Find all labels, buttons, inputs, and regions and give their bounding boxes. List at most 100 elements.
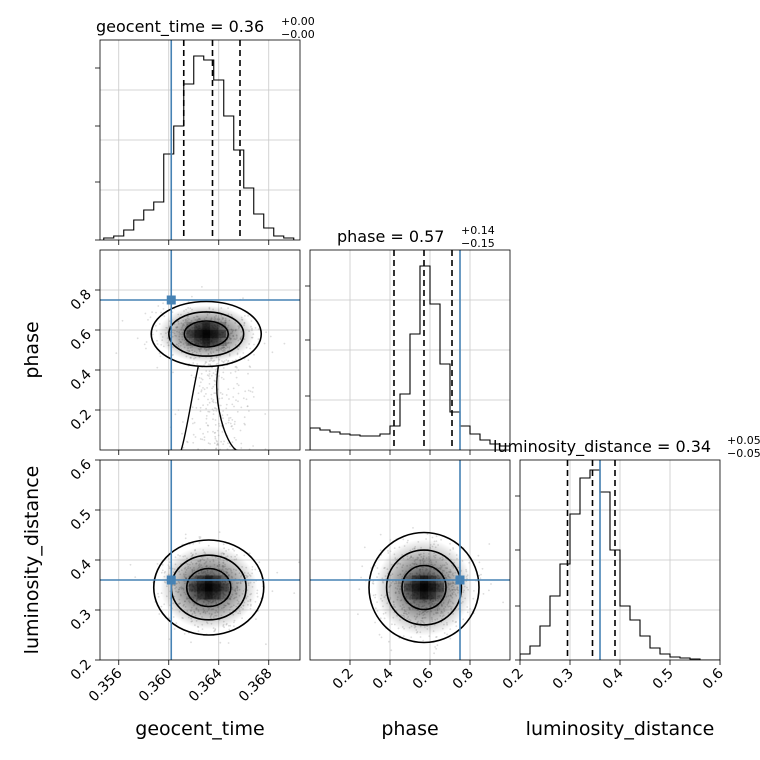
distance-phase-sample (482, 593, 485, 595)
phase-geocent-sample (237, 400, 239, 403)
phase-geocent-sample (232, 387, 235, 390)
phase-geocent-sample (177, 409, 180, 411)
xlabel-phase: phase (381, 718, 438, 740)
distance-geocent-sample (248, 552, 251, 555)
phase-geocent-sample (215, 457, 217, 459)
phase-geocent-sample (151, 333, 154, 336)
phase-geocent-sample (236, 410, 239, 413)
distance-phase-sample (371, 582, 374, 585)
distance-geocent-sample (197, 630, 200, 632)
phase-xtick-label-3: 0.8 (450, 666, 477, 693)
phase-geocent-sample (213, 450, 215, 452)
phase-geocent-sample (209, 363, 212, 366)
phase-geocent-contour-0 (183, 320, 230, 348)
phase-geocent-sample (197, 398, 200, 401)
phase-geocent-sample (162, 308, 165, 310)
phase-geocent-sample (232, 396, 235, 398)
phase-geocent-sample (207, 424, 210, 427)
phase-geocent-sample (205, 415, 208, 417)
title-geocent-time-sup: +0.00 (281, 15, 315, 28)
distance-phase-sample (374, 607, 377, 610)
distance-phase-sample (455, 625, 458, 628)
distance-phase-core-cell (436, 583, 444, 592)
phase-geocent-contour-1 (168, 311, 245, 357)
distance-geocent-sample (232, 548, 234, 550)
distance-phase-sample (358, 588, 361, 591)
distance-geocent-sample (157, 592, 159, 595)
phase-geocent-sample (222, 457, 224, 459)
distance-phase-sample (449, 628, 452, 630)
phase-geocent-sample (203, 388, 206, 391)
distance-phase-core-cell (412, 583, 420, 592)
phase-geocent-sample (253, 353, 255, 356)
phase-geocent-sample (211, 408, 214, 411)
distance-geocent-sample (161, 569, 164, 572)
phase-geocent-sample (182, 421, 184, 423)
title-phase-sub: −0.15 (461, 237, 495, 250)
phase-geocent-sample (192, 362, 195, 364)
distance-ytick-label-3: 0.5 (68, 507, 95, 534)
phase-geocent-sample (248, 365, 251, 368)
distance-geocent-sample (293, 592, 296, 594)
phase-xtick-label-1: 0.4 (370, 665, 397, 692)
phase-geocent-sample (236, 366, 238, 369)
phase-geocent-sample (211, 387, 214, 390)
distance-phase-sample (372, 580, 375, 583)
phase-geocent-sample (206, 374, 209, 377)
distance-phase-sample (363, 546, 366, 549)
phase-geocent-sample (201, 286, 203, 288)
distance-phase-sample (435, 636, 437, 638)
distance-phase-sample (502, 601, 504, 604)
distance-xtick-label-1: 0.3 (550, 666, 577, 693)
phase-geocent-sample (239, 429, 242, 432)
phase-geocent-sample (226, 361, 229, 364)
phase-geocent-sample (205, 370, 208, 372)
distance-phase-sample (419, 636, 422, 638)
distance-geocent-core-cell (212, 591, 221, 600)
phase-geocent-sample (214, 383, 216, 386)
phase-geocent-sample (207, 398, 209, 401)
phase-geocent-sample (243, 422, 246, 425)
phase-xtick-label-0: 0.2 (330, 666, 357, 693)
distance-geocent-sample (213, 630, 216, 632)
phase-geocent-sample (246, 405, 249, 407)
distance-geocent-core-cell (196, 591, 205, 600)
phase-geocent-sample (214, 419, 217, 421)
phase-geocent-sample (221, 393, 224, 395)
distance-phase-sample (412, 527, 414, 529)
phase-geocent-sample (208, 373, 211, 375)
phase-geocent-sample (216, 362, 219, 365)
distance-phase-sample (449, 637, 452, 640)
distance-phase-sample (402, 538, 405, 541)
phase-geocent-sample (214, 424, 217, 426)
phase-geocent-sample (220, 376, 223, 379)
phase-geocent-sample (240, 447, 243, 449)
phase-geocent-sample (194, 436, 197, 438)
distance-geocent-core-cell (204, 583, 213, 592)
distance-phase-sample (389, 539, 392, 541)
phase-geocent-sample (233, 436, 236, 439)
distance-geocent-sample (199, 536, 202, 538)
distance-geocent-sample (243, 554, 246, 557)
phase-geocent-sample (219, 404, 222, 407)
phase-geocent-sample (227, 388, 230, 390)
distance-geocent-sample (271, 590, 274, 593)
distance-phase-sample (372, 582, 375, 585)
phase-geocent-sample (192, 433, 195, 436)
phase-geocent-sample (221, 414, 224, 417)
phase-geocent-core-cell (210, 322, 219, 330)
phase-geocent-sample (247, 359, 250, 362)
distance-phase-sample (436, 644, 439, 647)
phase-geocent-sample (199, 381, 202, 384)
phase-geocent-sample (252, 445, 255, 447)
distance-phase-sample (488, 589, 490, 592)
phase-geocent-sample (212, 385, 215, 388)
distance-phase-sample (393, 547, 396, 549)
phase-geocent-sample (202, 387, 204, 389)
phase-geocent-sample (237, 461, 239, 463)
phase-geocent-sample (227, 421, 230, 424)
phase-geocent-sample (206, 424, 209, 427)
phase-geocent-sample (201, 438, 204, 441)
phase-geocent-sample (223, 440, 226, 443)
